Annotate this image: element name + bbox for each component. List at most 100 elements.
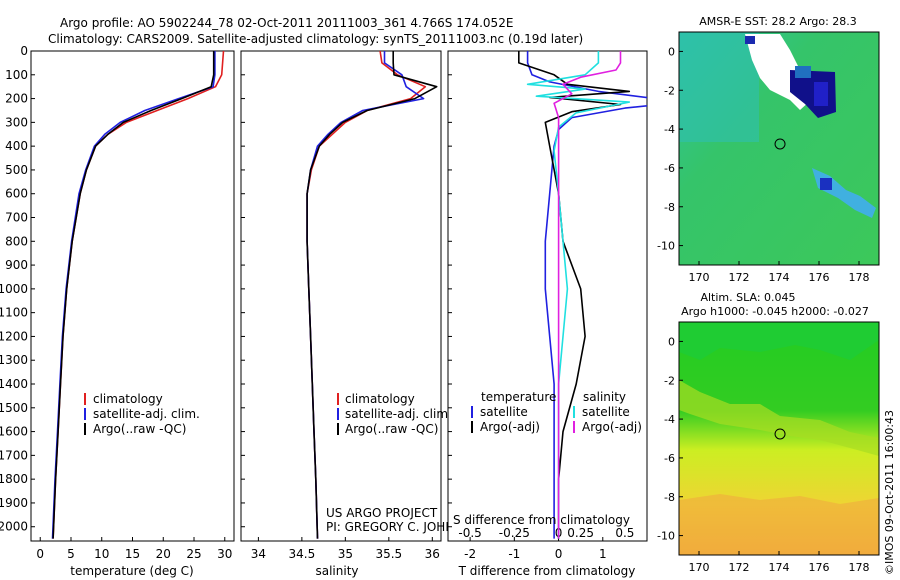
map-y-tick-label: -4 [664, 413, 675, 426]
map-y-tick-label: -8 [664, 201, 675, 214]
depth-tick-label: 700 [5, 211, 28, 225]
map-x-tick-label: 172 [729, 561, 750, 574]
x-tick-label: -2 [464, 547, 476, 561]
map-y-tick-label: -8 [664, 491, 675, 504]
salinity-panel: 34 34.5 35 35.5 36 climatology satellite-adj… [240, 50, 480, 578]
depth-tick-label: 1400 [0, 377, 28, 391]
salinity-legend: climatology satellite-adj. clim. Argo(..… [337, 392, 452, 436]
depth-tick-label: 1600 [0, 425, 28, 439]
temperature-x-axis: 0 5 10 15 20 25 30 [36, 537, 232, 561]
depth-tick-label: 600 [5, 187, 28, 201]
header-title-line2: Climatology: CARS2009. Satellite-adjuste… [48, 32, 583, 46]
difference-legend: temperature satellite Argo(-adj) salinit… [471, 390, 642, 434]
series-t-argo [517, 51, 631, 539]
x-tick-label: 25 [186, 547, 201, 561]
temperature-legend: climatology satellite-adj. clim. Argo(..… [84, 392, 200, 436]
s-diff-tick-label: 0.25 [567, 526, 594, 540]
depth-tick-label: 400 [5, 139, 28, 153]
credit-line2: PI: GREGORY C. JOHNSON [326, 520, 480, 534]
salinity-depth-ticks [241, 50, 245, 528]
temperature-plot-frame [30, 50, 235, 542]
depth-tick-label: 300 [5, 115, 28, 129]
legend-climatology-label: climatology [93, 392, 163, 406]
map-y-tick-label: 0 [668, 335, 675, 348]
map-x-tick-label: 176 [809, 271, 830, 284]
temperature-panel: 0100200300400500600700800900100011001200… [0, 44, 235, 578]
sla-map-panel: Altim. SLA: 0.045 Argo h1000: -0.045 h20… [657, 291, 880, 574]
legend-temperature-title: temperature [481, 390, 556, 404]
sst-warm-patch [679, 32, 759, 142]
sst-cold-core [814, 82, 828, 106]
map-x-tick-label: 172 [729, 271, 750, 284]
map-y-tick-label: -10 [657, 530, 675, 543]
depth-tick-label: 1000 [0, 282, 28, 296]
depth-tick-label: 0 [20, 44, 28, 58]
sla-argo-position-marker [774, 428, 786, 440]
map-x-tick-label: 170 [689, 271, 710, 284]
header-title-line1: Argo profile: AO 5902244_78 02-Oct-2011 … [60, 16, 513, 30]
x-tick-label: 35 [338, 547, 353, 561]
series-argo [306, 51, 438, 539]
map-x-tick-label: 174 [769, 561, 790, 574]
depth-tick-label: 900 [5, 258, 28, 272]
salinity-series [306, 51, 438, 539]
sla-high-band [679, 494, 879, 555]
depth-tick-label: 2000 [0, 520, 28, 534]
series-s-argo [553, 51, 622, 539]
map-y-tick-label: -6 [664, 162, 675, 175]
series-t-satellite [526, 51, 647, 539]
depth-tick-label: 1900 [0, 496, 28, 510]
map-y-tick-label: -6 [664, 452, 675, 465]
sla-low-band [679, 322, 879, 360]
map-x-tick-label: 178 [849, 561, 870, 574]
map-x-tick-label: 176 [809, 561, 830, 574]
depth-tick-label: 500 [5, 163, 28, 177]
difference-depth-ticks [448, 50, 452, 528]
x-tick-label: 20 [156, 547, 171, 561]
salinity-plot-frame [240, 50, 442, 542]
depth-tick-label: 100 [5, 68, 28, 82]
legend-argo-label: Argo(..raw -QC) [345, 422, 438, 436]
depth-tick-label: 1500 [0, 401, 28, 415]
x-tick-label: 34 [251, 547, 266, 561]
sla-map-title-line2: Argo h1000: -0.045 h2000: -0.027 [681, 305, 869, 318]
depth-tick-label: 200 [5, 92, 28, 106]
sst-map-panel: AMSR-E SST: 28.2 Argo: 28.3 170 172 174 176… [657, 15, 880, 284]
series-argo [52, 51, 215, 539]
sst-cold-dot [745, 36, 755, 44]
sla-map-title-line1: Altim. SLA: 0.045 [700, 291, 795, 304]
map-y-tick-label: -10 [657, 240, 675, 253]
legend-s-argo-label: Argo(-adj) [582, 420, 642, 434]
map-x-tick-label: 178 [849, 271, 870, 284]
difference-plot-frame [447, 50, 648, 542]
x-tick-label: 0 [555, 547, 563, 561]
x-tick-label: 5 [67, 547, 75, 561]
salinity-x-label: salinity [315, 564, 358, 578]
sst-cool-patch [795, 66, 811, 78]
legend-s-satellite-label: satellite [582, 405, 630, 419]
copyright-stamp: ©IMOS 09-Oct-2011 16:00:43 [883, 410, 896, 575]
map-y-tick-label: -2 [664, 374, 675, 387]
legend-satellite-label: satellite-adj. clim. [93, 407, 200, 421]
temperature-series [51, 51, 225, 539]
x-tick-label: -1 [508, 547, 520, 561]
sst-cold-spot [820, 178, 832, 190]
difference-panel: -2 -1 0 1 -0.5 -0.25 0 0.25 0.5 temperature sat… [447, 50, 648, 578]
sla-transition-band [679, 380, 879, 456]
x-tick-label: 0 [36, 547, 44, 561]
x-tick-label: 1 [599, 547, 607, 561]
legend-climatology-label: climatology [345, 392, 415, 406]
map-y-tick-label: -2 [664, 84, 675, 97]
x-tick-label: 35.5 [375, 547, 402, 561]
depth-tick-label: 1100 [0, 306, 28, 320]
depth-tick-label: 1200 [0, 329, 28, 343]
map-x-tick-label: 170 [689, 561, 710, 574]
s-difference-label: S difference from climatology [453, 513, 630, 527]
x-tick-label: 15 [125, 547, 140, 561]
legend-salinity-title: salinity [583, 390, 626, 404]
depth-tick-label: 800 [5, 234, 28, 248]
sst-map-axes: 170 172 174 176 178 0 -2 -4 -6 -8 -10 [657, 45, 869, 284]
legend-satellite-label: satellite-adj. clim. [345, 407, 452, 421]
s-diff-tick-label: -0.5 [458, 526, 481, 540]
credit-line1: US ARGO PROJECT [326, 506, 438, 520]
